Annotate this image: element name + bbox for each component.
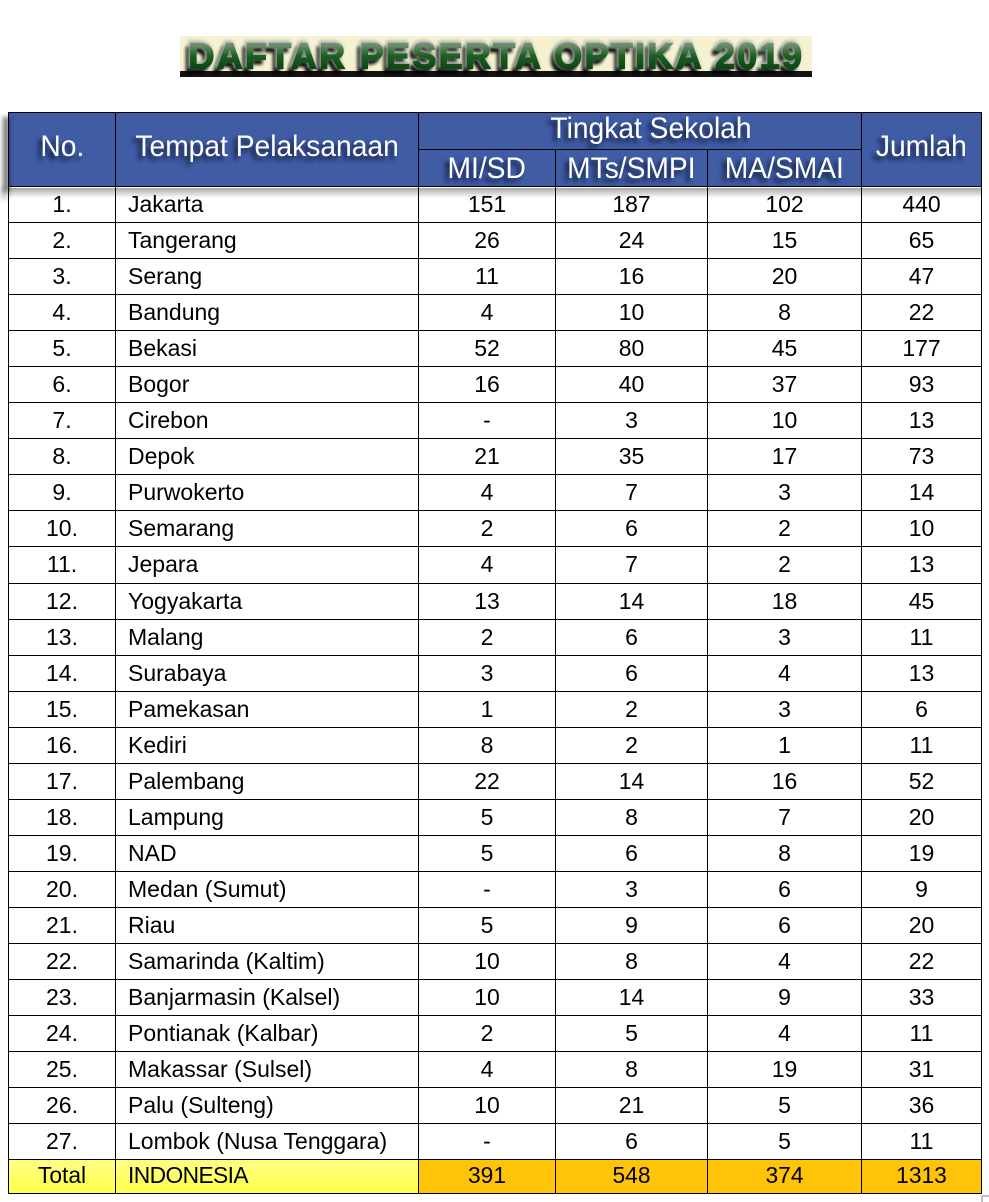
svg-text:DAFTAR PESERTA OPTIKA 2019: DAFTAR PESERTA OPTIKA 2019 xyxy=(185,40,801,81)
svg-text:DAFTAR PESERTA OPTIKA 2019: DAFTAR PESERTA OPTIKA 2019 xyxy=(187,34,803,75)
svg-text:DAFTAR PESERTA OPTIKA 2019: DAFTAR PESERTA OPTIKA 2019 xyxy=(188,35,804,76)
